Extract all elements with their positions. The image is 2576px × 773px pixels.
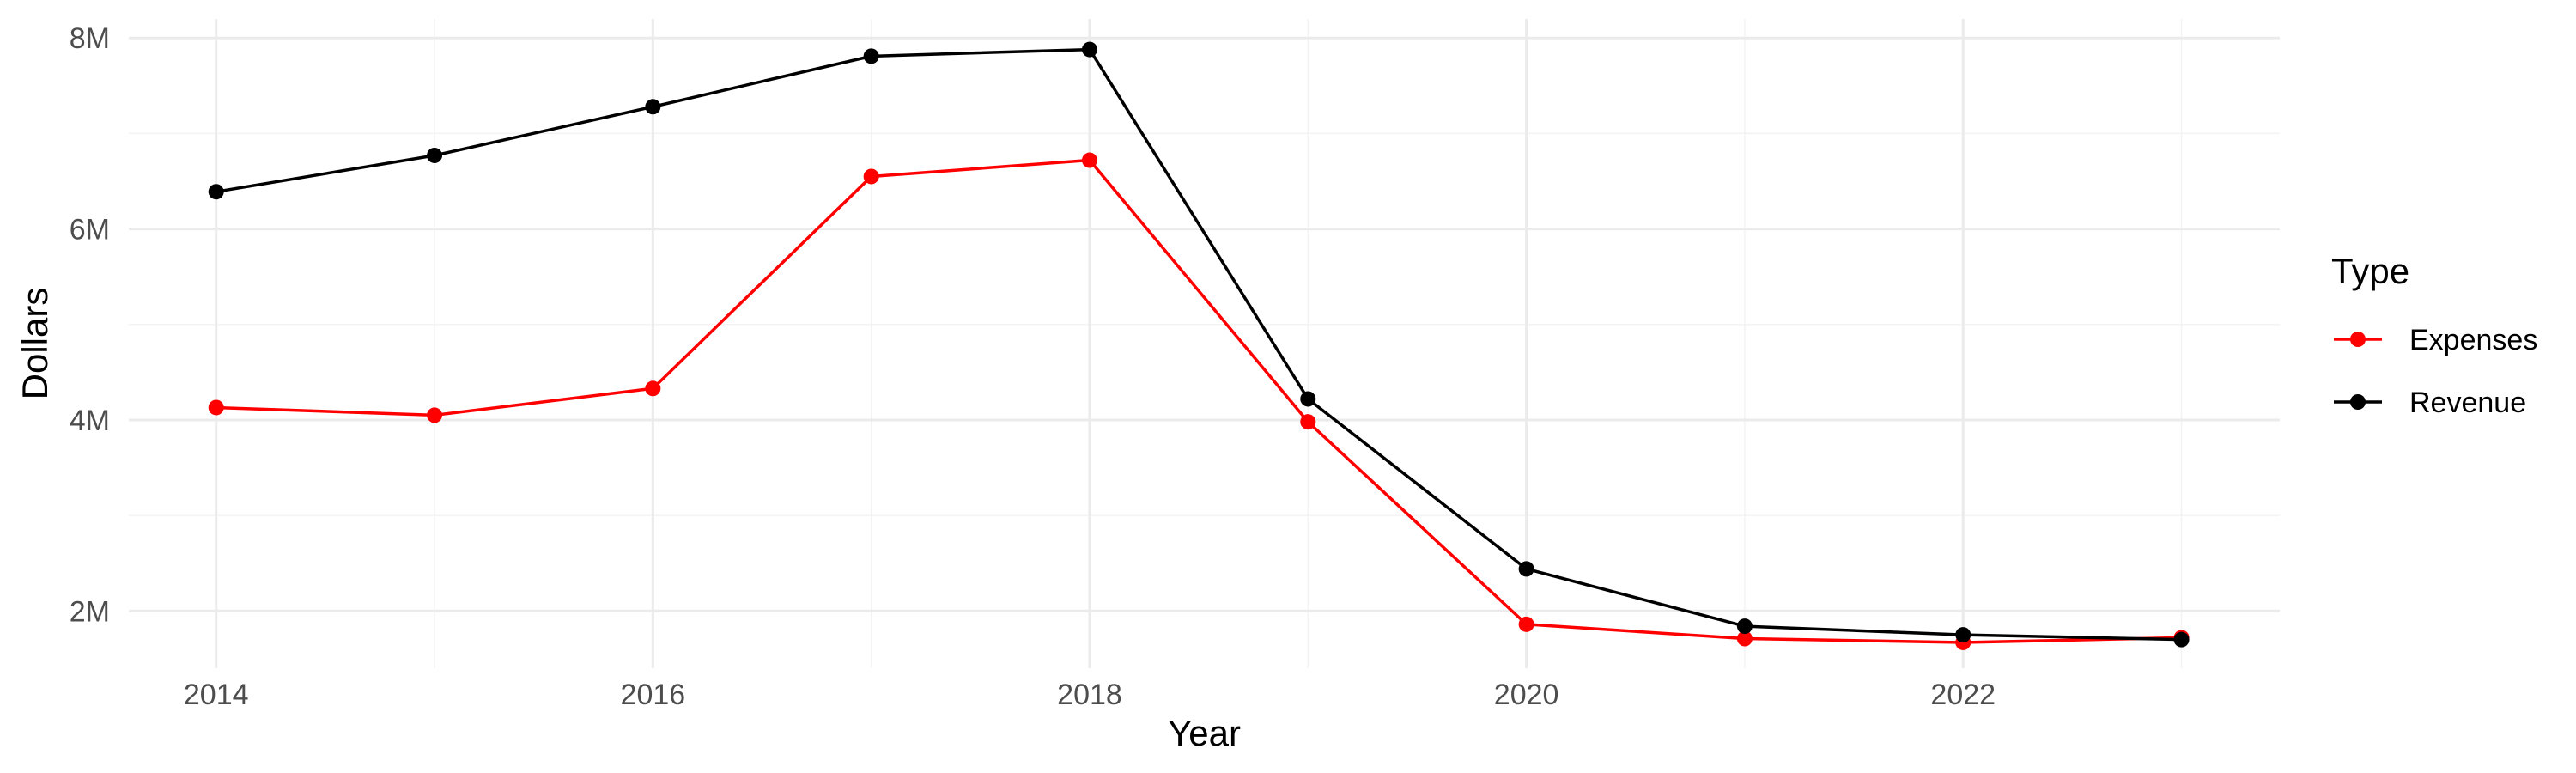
y-tick-label: 6M [70,214,110,247]
y-tick-label: 8M [70,22,110,55]
legend-label: Expenses [2409,324,2537,356]
legend-label: Revenue [2409,386,2526,419]
data-point [863,48,879,64]
data-point [645,380,661,397]
data-point [1300,414,1316,430]
series-revenue [208,41,2190,648]
legend-item-revenue: Revenue [2334,386,2526,419]
legend-key-point [2350,394,2366,410]
x-tick-label: 2020 [1494,679,1559,711]
data-point [1955,627,1971,643]
y-axis-title: Dollars [15,288,55,400]
x-tick-label: 2022 [1930,679,1996,711]
y-tick-label: 4M [70,405,110,437]
data-point [1518,616,1534,632]
axis-labels: 2014 2016 2018 2020 2022 2M 4M 6M 8M [70,22,1996,711]
x-tick-label: 2014 [184,679,249,711]
data-point [645,99,661,115]
data-point [427,147,443,163]
data-point [1736,618,1753,635]
legend-title: Type [2331,251,2409,291]
series-line [216,47,2182,642]
data-point [208,399,224,416]
data-point [1081,41,1097,58]
x-tick-label: 2018 [1057,679,1122,711]
data-point [1300,391,1316,407]
x-tick-label: 2016 [621,679,686,711]
series-expenses [208,152,2190,650]
data-point [1518,561,1534,577]
data-point [863,168,879,185]
data-point [427,407,443,423]
legend: Type Expenses Revenue [2331,251,2537,419]
y-tick-label: 2M [70,595,110,628]
data-point [208,184,224,200]
series-layer [208,41,2190,650]
data-point [2173,631,2190,648]
x-axis-title: Year [1168,713,1241,753]
legend-key-point [2350,332,2366,347]
series-line [216,158,2182,644]
grid [129,19,2280,668]
data-point [1081,152,1097,168]
legend-item-expenses: Expenses [2334,324,2537,356]
data-point [1736,630,1753,647]
